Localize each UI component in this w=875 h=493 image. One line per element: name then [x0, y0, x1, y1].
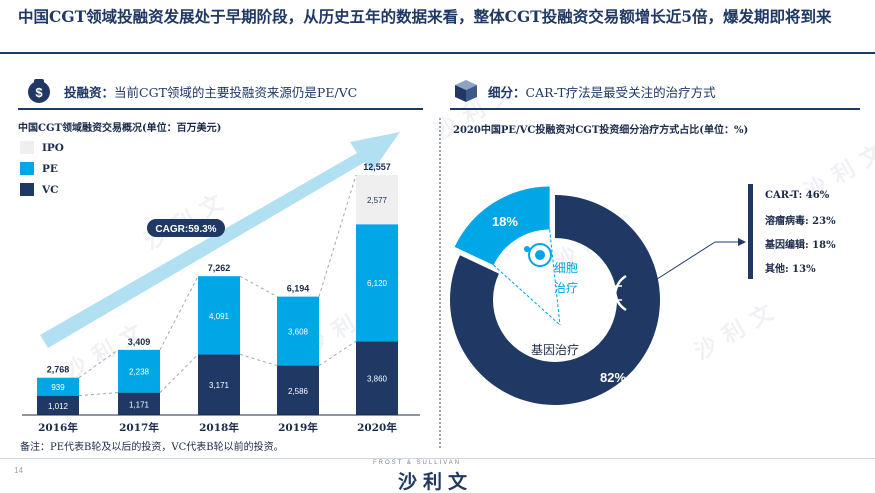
cagr-badge [147, 219, 225, 237]
split-arrow-line [639, 241, 716, 291]
bar-vc-1 [118, 392, 160, 415]
right-heading-text: CAR-T疗法是最受关注的治疗方式 [525, 84, 716, 100]
bar-label-vc-4: 3,860 [367, 375, 388, 384]
legend-swatch-pe [20, 162, 34, 175]
legend-item-pe: PE [20, 158, 64, 179]
total-trend-line-1 [159, 275, 199, 351]
bar-vc-4 [356, 341, 398, 415]
x-tick-label-0: 2016年 [38, 421, 78, 434]
brand-name-en: FROST & SULLIVAN [373, 460, 462, 466]
total-trend-line-2 [239, 275, 278, 298]
x-tick-label-3: 2019年 [278, 421, 318, 434]
bar-chart-legend: IPO PE VC [20, 137, 64, 200]
split-arrow-head [738, 238, 746, 246]
bar-vc-0 [37, 395, 79, 415]
right-heading-bold: 细分： [488, 84, 526, 100]
bar-chart-subtitle: 中国CGT领域融资交易概况(单位：百万美元) [18, 123, 222, 134]
brand-logo: 沙利文 [398, 471, 474, 493]
bar-label-pe-3: 3,608 [288, 328, 309, 337]
bar-label-vc-0: 1,012 [48, 402, 69, 411]
page-number: 14 [14, 466, 23, 475]
bar-ipo-4 [356, 175, 398, 225]
right-heading-rule [450, 108, 860, 110]
total-trend-line-0 [78, 349, 119, 379]
split-item-car-t: CAR-T: 46% [765, 190, 830, 202]
legend-item-vc: VC [20, 179, 64, 200]
x-tick-label-4: 2020年 [357, 421, 397, 434]
bar-total-0: 2,768 [47, 365, 70, 375]
bar-total-4: 12,557 [363, 162, 391, 172]
split-item-oncolytic-virus: 溶瘤病毒: 23% [765, 216, 836, 228]
total-trend-line-3 [318, 174, 357, 297]
left-panel-heading: $ 投融资：当前CGT领域的主要投融资来源仍是PE/VC [22, 78, 357, 104]
svg-text:$: $ [35, 85, 43, 100]
title-underline [0, 52, 875, 54]
cagr-label: CAGR:59.3% [155, 224, 216, 235]
vc-trend-line-2 [239, 353, 278, 367]
donut-slice-gene-therapy [450, 195, 660, 405]
split-bracket [748, 184, 753, 279]
watermark-text-2: 沙利文 [430, 75, 526, 146]
page-title: 中国CGT领域投融资发展处于早期阶段，从历史五年的数据来看，整体CGT投融资交易… [18, 7, 832, 26]
cell-icon-dot [524, 246, 530, 252]
watermark-text-4: 沙利文 [690, 295, 786, 366]
donut-value-cell-therapy: 18% [492, 214, 518, 229]
donut-chart-subtitle: 2020中国PE/VC投融资对CGT投资细分治疗方式占比(单位：%) [453, 125, 749, 136]
cell-icon [528, 243, 552, 267]
donut-connector-b [549, 229, 561, 326]
right-panel-heading: 细分：CAR-T疗法是最受关注的治疗方式 [452, 78, 716, 104]
legend-item-ipo: IPO [20, 137, 64, 158]
cell-therapy-label-2: 治疗 [554, 281, 578, 295]
bar-total-3: 6,194 [287, 284, 310, 294]
bar-vc-2 [198, 354, 240, 415]
left-heading-rule [18, 108, 423, 110]
money-bag-icon: $ [28, 79, 50, 103]
gene-therapy-label: 基因治疗 [531, 343, 579, 357]
bar-label-vc-3: 2,586 [288, 387, 309, 396]
split-item-gene-editing: 基因编辑: 18% [765, 239, 836, 251]
x-tick-label-1: 2017年 [119, 421, 159, 434]
bar-total-1: 3,409 [128, 337, 151, 347]
bar-label-pe-1: 2,238 [129, 368, 150, 377]
gene-therapy-split-list: CAR-T: 46% 溶瘤病毒: 23% 基因编辑: 18% 其他: 13% [765, 184, 860, 279]
vc-trend-line-3 [318, 340, 357, 366]
bar-pe-0 [37, 377, 79, 396]
legend-label-pe: PE [42, 162, 58, 175]
bar-label-vc-2: 3,171 [209, 381, 230, 390]
footer-rule [0, 458, 875, 459]
cagr-trend-arrow [40, 132, 400, 348]
vc-trend-line-1 [159, 354, 199, 393]
bar-total-2: 7,262 [208, 263, 231, 273]
legend-label-vc: VC [42, 183, 59, 196]
split-item-other: 其他: 13% [765, 263, 816, 275]
legend-swatch-vc [20, 183, 34, 196]
footnote: 备注：PE代表B轮及以后的投资，VC代表B轮以前的投资。 [20, 442, 284, 453]
cell-therapy-label-1: 细胞 [554, 261, 578, 275]
cell-icon-nucleus [535, 250, 545, 260]
bar-label-pe-2: 4,091 [209, 312, 230, 321]
donut-connector-a [493, 264, 561, 326]
bar-pe-1 [118, 349, 160, 393]
legend-label-ipo: IPO [42, 141, 64, 154]
left-heading-bold: 投融资： [64, 84, 115, 100]
bar-label-pe-0: 939 [51, 383, 65, 392]
bar-pe-3 [277, 296, 319, 366]
dna-icon [603, 274, 627, 312]
bar-label-ipo-4: 2,577 [367, 196, 388, 205]
x-tick-label-2: 2018年 [199, 421, 239, 434]
bar-label-pe-4: 6,120 [367, 279, 388, 288]
bar-pe-4 [356, 224, 398, 342]
cube-icon [455, 80, 477, 102]
bar-pe-2 [198, 276, 240, 355]
panel-divider [439, 118, 441, 448]
donut-slice-cell-therapy [454, 186, 550, 266]
bar-vc-3 [277, 365, 319, 415]
vc-trend-line-0 [78, 392, 119, 397]
left-heading-text: 当前CGT领域的主要投融资来源仍是PE/VC [114, 84, 358, 100]
legend-swatch-ipo [20, 141, 34, 154]
bar-label-vc-1: 1,171 [129, 400, 150, 409]
donut-value-gene-therapy: 82% [600, 370, 626, 385]
